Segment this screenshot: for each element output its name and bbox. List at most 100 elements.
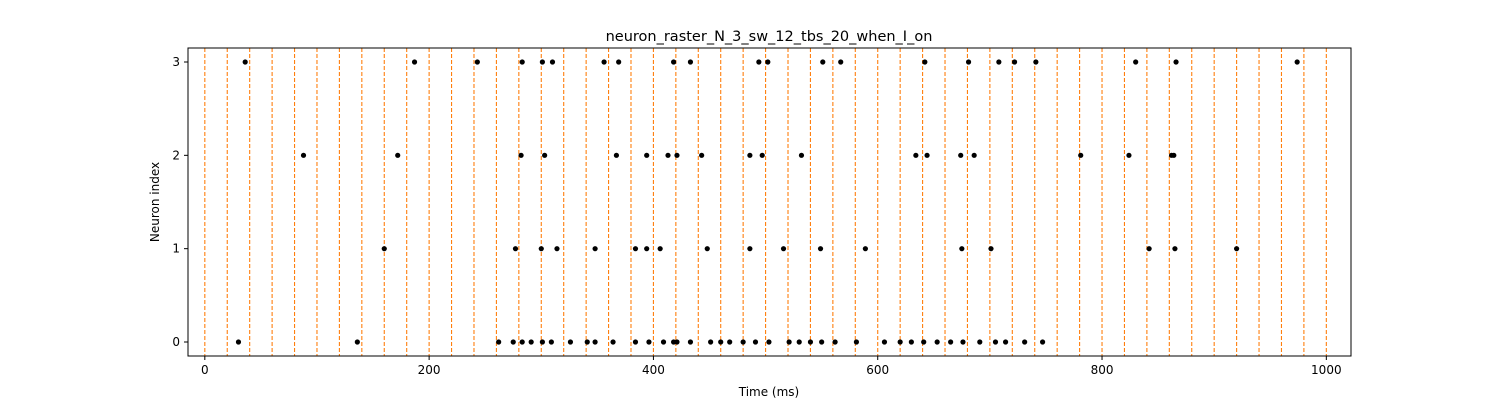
spike-point (381, 246, 387, 252)
spike-point (922, 59, 928, 65)
spike-point (512, 246, 519, 252)
spike-point (510, 339, 516, 345)
x-tick-label: 1000 (1311, 363, 1342, 377)
spike-point (354, 339, 360, 345)
spike-point (610, 339, 616, 345)
spike-point (965, 59, 972, 65)
y-tick-label: 0 (172, 335, 180, 349)
spike-point (235, 339, 242, 345)
spike-point (959, 246, 965, 252)
spike-point (549, 59, 556, 65)
spike-point (665, 152, 671, 158)
spike-point (539, 339, 545, 345)
spike-point (747, 152, 753, 158)
spike-point (819, 339, 825, 345)
spike-point (616, 59, 622, 65)
spike-point (908, 339, 914, 345)
spike-point (1171, 152, 1177, 158)
spike-point (699, 152, 705, 158)
spike-point (542, 152, 548, 158)
y-tick-label: 1 (172, 242, 180, 256)
spike-point (496, 339, 502, 345)
x-axis-ticks: 0 200 400 600 800 1000 (201, 356, 1342, 377)
spike-point (1146, 246, 1152, 252)
spike-point (766, 339, 772, 345)
spike-point (592, 339, 598, 345)
spike-point (1133, 59, 1139, 65)
spike-point (1294, 59, 1300, 65)
spike-point (601, 59, 607, 65)
spike-point (242, 59, 248, 65)
spike-point (687, 339, 694, 345)
spike-point (644, 246, 650, 252)
spike-point (674, 152, 680, 158)
spike-point (727, 339, 733, 345)
spike-point (765, 59, 771, 65)
spike-point (897, 339, 903, 345)
spike-point (977, 339, 983, 345)
spike-point (807, 339, 814, 345)
spike-point (1173, 59, 1179, 65)
y-tick-label: 2 (172, 148, 180, 162)
spike-point (395, 152, 401, 158)
spike-point (1002, 339, 1009, 345)
x-tick-label: 400 (642, 363, 665, 377)
spike-point (921, 339, 927, 345)
spike-point (646, 339, 652, 345)
y-tick-label: 3 (172, 55, 180, 69)
chart-title: neuron_raster_N_3_sw_12_tbs_20_when_I_on (606, 29, 933, 45)
time-bin-lines (204, 48, 1327, 356)
spike-point (708, 339, 714, 345)
spike-point (832, 339, 838, 345)
spike-point (660, 339, 667, 345)
spike-point (960, 339, 966, 345)
spike-point (862, 246, 868, 252)
spike-point (913, 152, 919, 158)
spike-point (671, 59, 677, 65)
x-tick-label: 600 (866, 363, 889, 377)
spike-point (632, 246, 639, 252)
spike-point (759, 152, 765, 158)
spike-point (838, 59, 844, 65)
spike-point (780, 246, 787, 252)
x-tick-label: 200 (418, 363, 441, 377)
spike-point (996, 59, 1002, 65)
spike-point (613, 152, 620, 158)
spike-point (924, 152, 930, 158)
x-tick-label: 800 (1091, 363, 1114, 377)
spike-point (853, 339, 860, 345)
spike-point (948, 339, 954, 345)
spike-point (988, 246, 994, 252)
spike-point (519, 339, 525, 345)
spike-point (528, 339, 534, 345)
spike-point (881, 339, 888, 345)
spike-point (971, 152, 977, 158)
spike-point (796, 339, 802, 345)
x-axis-label: Time (ms) (738, 385, 800, 399)
spike-point (1078, 152, 1084, 158)
spike-point (1039, 339, 1046, 345)
spike-points (235, 59, 1300, 345)
spike-point (1126, 152, 1132, 158)
spike-point (798, 152, 805, 158)
spike-point (687, 59, 694, 65)
plot-frame (187, 47, 1352, 357)
spike-point (1172, 246, 1178, 252)
spike-point (300, 152, 307, 158)
y-axis-ticks: 0 1 2 3 (172, 55, 188, 349)
spike-point (644, 152, 650, 158)
spike-point (817, 246, 824, 252)
spike-point (539, 59, 545, 65)
spike-point (538, 246, 544, 252)
spike-point (548, 339, 554, 345)
spike-point (740, 339, 746, 345)
spike-point (1033, 59, 1039, 65)
spike-point (1011, 59, 1018, 65)
spike-point (752, 339, 759, 345)
spike-point (474, 59, 480, 65)
spike-point (747, 246, 753, 252)
spike-point (992, 339, 999, 345)
spike-point (592, 246, 598, 252)
spike-point (1234, 246, 1240, 252)
